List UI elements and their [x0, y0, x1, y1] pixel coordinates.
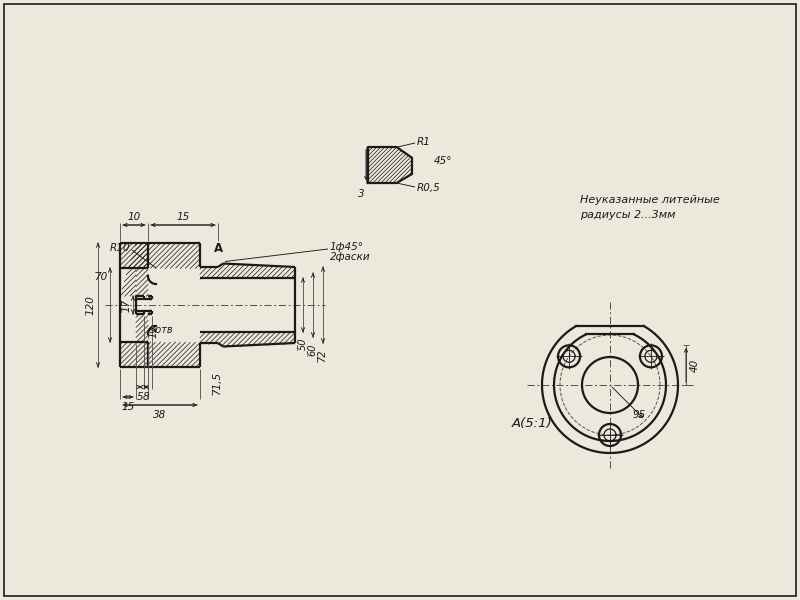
Text: ͘95: ͘95 — [633, 410, 646, 421]
Text: R10: R10 — [110, 243, 130, 253]
Text: ͘71,5: ͘71,5 — [213, 372, 223, 395]
Text: ͘72: ͘72 — [318, 349, 328, 361]
Text: 5: 5 — [137, 392, 143, 402]
Text: R1: R1 — [417, 137, 431, 147]
Text: 3: 3 — [358, 189, 365, 199]
Text: 3отв: 3отв — [150, 325, 174, 335]
Text: 38: 38 — [154, 410, 166, 420]
Text: ͘120: ͘120 — [86, 295, 96, 315]
Text: 8: 8 — [142, 392, 150, 402]
Text: 2фаски: 2фаски — [330, 252, 370, 262]
Text: ͘50: ͘50 — [298, 338, 308, 350]
Text: 45°: 45° — [434, 157, 453, 166]
Text: ͘60: ͘60 — [308, 343, 318, 355]
Text: А(5:1): А(5:1) — [512, 416, 553, 430]
Text: 1ф45°: 1ф45° — [330, 242, 364, 252]
Text: ͘70: ͘70 — [94, 271, 108, 281]
Text: R0,5: R0,5 — [417, 183, 441, 193]
Text: 10: 10 — [127, 212, 141, 222]
Text: радиусы 2...3мм: радиусы 2...3мм — [580, 210, 675, 220]
Text: ͘11: ͘11 — [149, 325, 159, 338]
Text: 15: 15 — [176, 212, 190, 222]
Text: 40: 40 — [690, 358, 700, 371]
Text: 15: 15 — [122, 402, 134, 412]
Text: ͘17: ͘17 — [122, 298, 132, 311]
Text: Неуказанные литейные: Неуказанные литейные — [580, 195, 720, 205]
Text: А: А — [214, 242, 223, 255]
